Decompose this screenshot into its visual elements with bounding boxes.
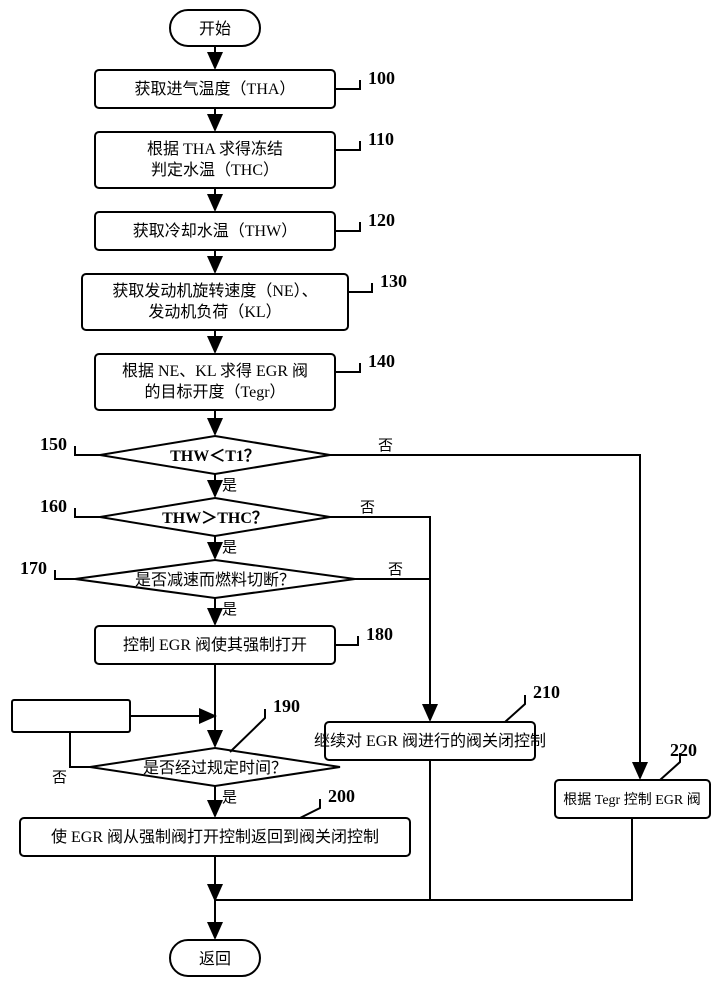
num-210: 210 — [533, 682, 560, 702]
step-140-line1: 根据 NE、KL 求得 EGR 阀 — [122, 362, 308, 380]
decision-170-text: 是否减速而燃料切断？ — [135, 571, 295, 589]
num-200: 200 — [328, 786, 355, 806]
d190-yes: 是 — [222, 790, 237, 806]
num-110: 110 — [368, 129, 394, 149]
d150-no: 否 — [378, 438, 393, 454]
edge-160no-210 — [330, 517, 430, 720]
leader-180 — [335, 636, 358, 645]
step-200-line1: 使 EGR 阀从强制阀打开控制返回到阀关闭控制 — [51, 828, 379, 846]
num-190: 190 — [273, 696, 300, 716]
leader-160 — [75, 508, 100, 517]
step-130-line2: 发动机负荷（KL） — [148, 303, 281, 321]
num-120: 120 — [368, 210, 395, 230]
d160-yes: 是 — [222, 540, 237, 556]
edge-190no-into-box — [70, 732, 90, 767]
step-120-line1: 获取冷却水温（THW） — [133, 222, 297, 240]
num-220: 220 — [670, 740, 697, 760]
num-130: 130 — [380, 271, 407, 291]
step-130-line1: 获取发动机旋转速度（NE）、 — [112, 282, 317, 300]
leader-190 — [230, 709, 265, 752]
d170-no: 否 — [388, 562, 403, 578]
num-180: 180 — [366, 624, 393, 644]
d190-no: 否 — [52, 770, 67, 786]
loop-connector — [12, 700, 130, 732]
d160-no: 否 — [360, 500, 375, 516]
step-220-line1: 根据 Tegr 控制 EGR 阀 — [563, 792, 700, 808]
leader-150 — [75, 446, 100, 455]
step-140-line2: 的目标开度（Tegr） — [144, 383, 285, 401]
num-150: 150 — [40, 434, 67, 454]
leader-100 — [335, 80, 360, 89]
leader-130 — [348, 283, 372, 292]
leader-170 — [55, 570, 75, 579]
leader-200 — [300, 799, 320, 818]
num-140: 140 — [368, 351, 395, 371]
step-180-line1: 控制 EGR 阀使其强制打开 — [123, 636, 307, 654]
step-100-line1: 获取进气温度（THA） — [135, 80, 296, 98]
step-210-line1: 继续对 EGR 阀进行的阀关闭控制 — [314, 732, 546, 750]
step-110-line1: 根据 THA 求得冻结 — [147, 140, 283, 158]
decision-150-text: THW＜T1？ — [170, 448, 260, 465]
decision-190-text: 是否经过规定时间？ — [143, 759, 287, 777]
start-label: 开始 — [199, 20, 231, 38]
return-label: 返回 — [199, 950, 231, 968]
leader-210 — [505, 695, 525, 722]
leader-110 — [335, 141, 360, 150]
decision-160-text: THW＞THC？ — [162, 510, 268, 527]
step-110-line2: 判定水温（THC） — [151, 161, 279, 179]
leader-120 — [335, 222, 360, 231]
num-170: 170 — [20, 558, 47, 578]
leader-140 — [335, 363, 360, 372]
num-100: 100 — [368, 68, 395, 88]
num-160: 160 — [40, 496, 67, 516]
d150-yes: 是 — [222, 478, 237, 494]
d170-yes: 是 — [222, 602, 237, 618]
